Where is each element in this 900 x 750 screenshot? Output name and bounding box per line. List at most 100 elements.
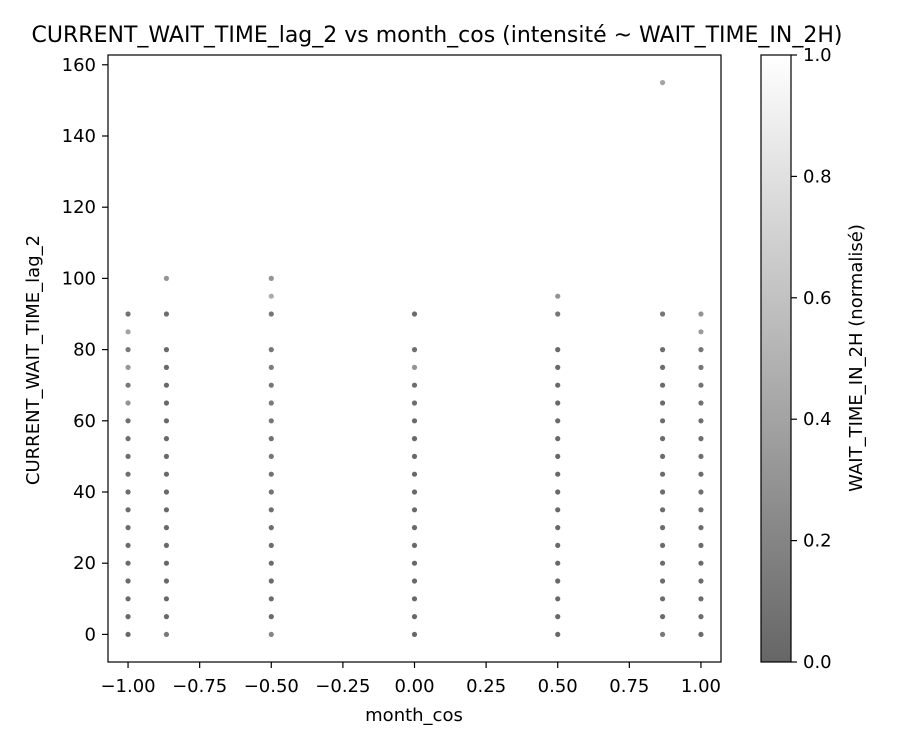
data-point (125, 614, 131, 620)
data-point (411, 525, 418, 531)
y-tick-label: 0 (85, 624, 96, 645)
data-point (698, 418, 704, 424)
data-point (555, 418, 561, 424)
data-point (659, 311, 666, 317)
data-point (698, 329, 704, 335)
colorbar-tick-label: 0.8 (803, 166, 832, 187)
data-point (555, 560, 561, 566)
data-point (268, 311, 274, 317)
data-point (163, 364, 170, 371)
data-point (555, 596, 561, 602)
colorbar-label: WAIT_TIME_IN_2H (normalisé) (846, 224, 867, 492)
data-point (555, 311, 561, 317)
data-point (698, 471, 704, 477)
data-point (163, 578, 170, 584)
data-point (698, 346, 704, 353)
x-tick-label: −0.50 (244, 676, 299, 697)
data-point (555, 436, 561, 442)
data-point (411, 507, 418, 513)
data-point (411, 542, 418, 549)
x-tick-label: −0.75 (172, 676, 227, 697)
data-point (125, 631, 131, 638)
data-point (698, 364, 704, 371)
data-point (268, 631, 274, 638)
data-point (555, 471, 561, 477)
data-point (411, 400, 418, 406)
y-tick-label: 20 (73, 553, 96, 574)
data-point (163, 311, 170, 317)
data-point (163, 631, 170, 638)
data-point (268, 596, 274, 602)
data-point (163, 525, 170, 531)
data-point (659, 79, 666, 86)
data-point (125, 346, 131, 353)
data-point (555, 507, 561, 513)
data-point (268, 275, 274, 281)
data-point (163, 596, 170, 602)
data-point (268, 453, 274, 460)
data-point (268, 471, 274, 477)
data-point (411, 311, 418, 317)
data-point (698, 596, 704, 602)
chart-title: CURRENT_WAIT_TIME_lag_2 vs month_cos (in… (32, 23, 843, 48)
x-tick-label: 0.25 (466, 676, 506, 697)
data-point (411, 453, 418, 460)
x-tick-label: 0.50 (538, 676, 578, 697)
x-tick-label: 1.00 (681, 676, 721, 697)
data-point (125, 596, 131, 602)
data-point (125, 507, 131, 513)
data-point (163, 346, 170, 353)
y-axis-label: CURRENT_WAIT_TIME_lag_2 (23, 235, 44, 485)
data-point (411, 560, 418, 566)
y-tick-label: 120 (62, 197, 96, 218)
data-point (698, 614, 704, 620)
data-point (268, 542, 274, 549)
data-point (555, 346, 561, 353)
y-tick-label: 40 (73, 482, 96, 503)
data-point (268, 346, 274, 353)
data-point (698, 578, 704, 584)
data-point (411, 382, 418, 388)
data-point (659, 364, 666, 371)
data-point (411, 418, 418, 424)
data-point (659, 596, 666, 602)
data-point (163, 436, 170, 442)
x-tick-label: 0.00 (394, 676, 434, 697)
y-tick-label: 160 (62, 55, 96, 76)
data-point (163, 400, 170, 406)
y-tick-label: 100 (62, 268, 96, 289)
data-point (268, 525, 274, 531)
data-point (698, 311, 704, 317)
data-point (555, 542, 561, 549)
data-point (125, 400, 131, 406)
plot-background (108, 55, 721, 662)
data-point (698, 400, 704, 406)
data-point (268, 560, 274, 566)
data-point (698, 525, 704, 531)
data-point (555, 293, 561, 299)
data-point (268, 614, 274, 620)
data-point (125, 418, 131, 424)
data-point (659, 400, 666, 406)
data-point (125, 560, 131, 566)
data-point (125, 364, 131, 371)
data-point (698, 489, 704, 495)
data-point (659, 382, 666, 388)
data-point (163, 418, 170, 424)
data-point (555, 382, 561, 388)
colorbar-tick-label: 0.2 (803, 531, 832, 552)
x-tick-label: 0.75 (609, 676, 649, 697)
data-point (555, 631, 561, 638)
data-point (659, 507, 666, 513)
scatter-points (125, 79, 704, 638)
data-point (163, 560, 170, 566)
data-point (698, 436, 704, 442)
data-point (268, 436, 274, 442)
data-point (125, 578, 131, 584)
data-point (411, 346, 418, 353)
data-point (163, 275, 170, 281)
data-point (125, 436, 131, 442)
data-point (698, 507, 704, 513)
data-point (659, 525, 666, 531)
